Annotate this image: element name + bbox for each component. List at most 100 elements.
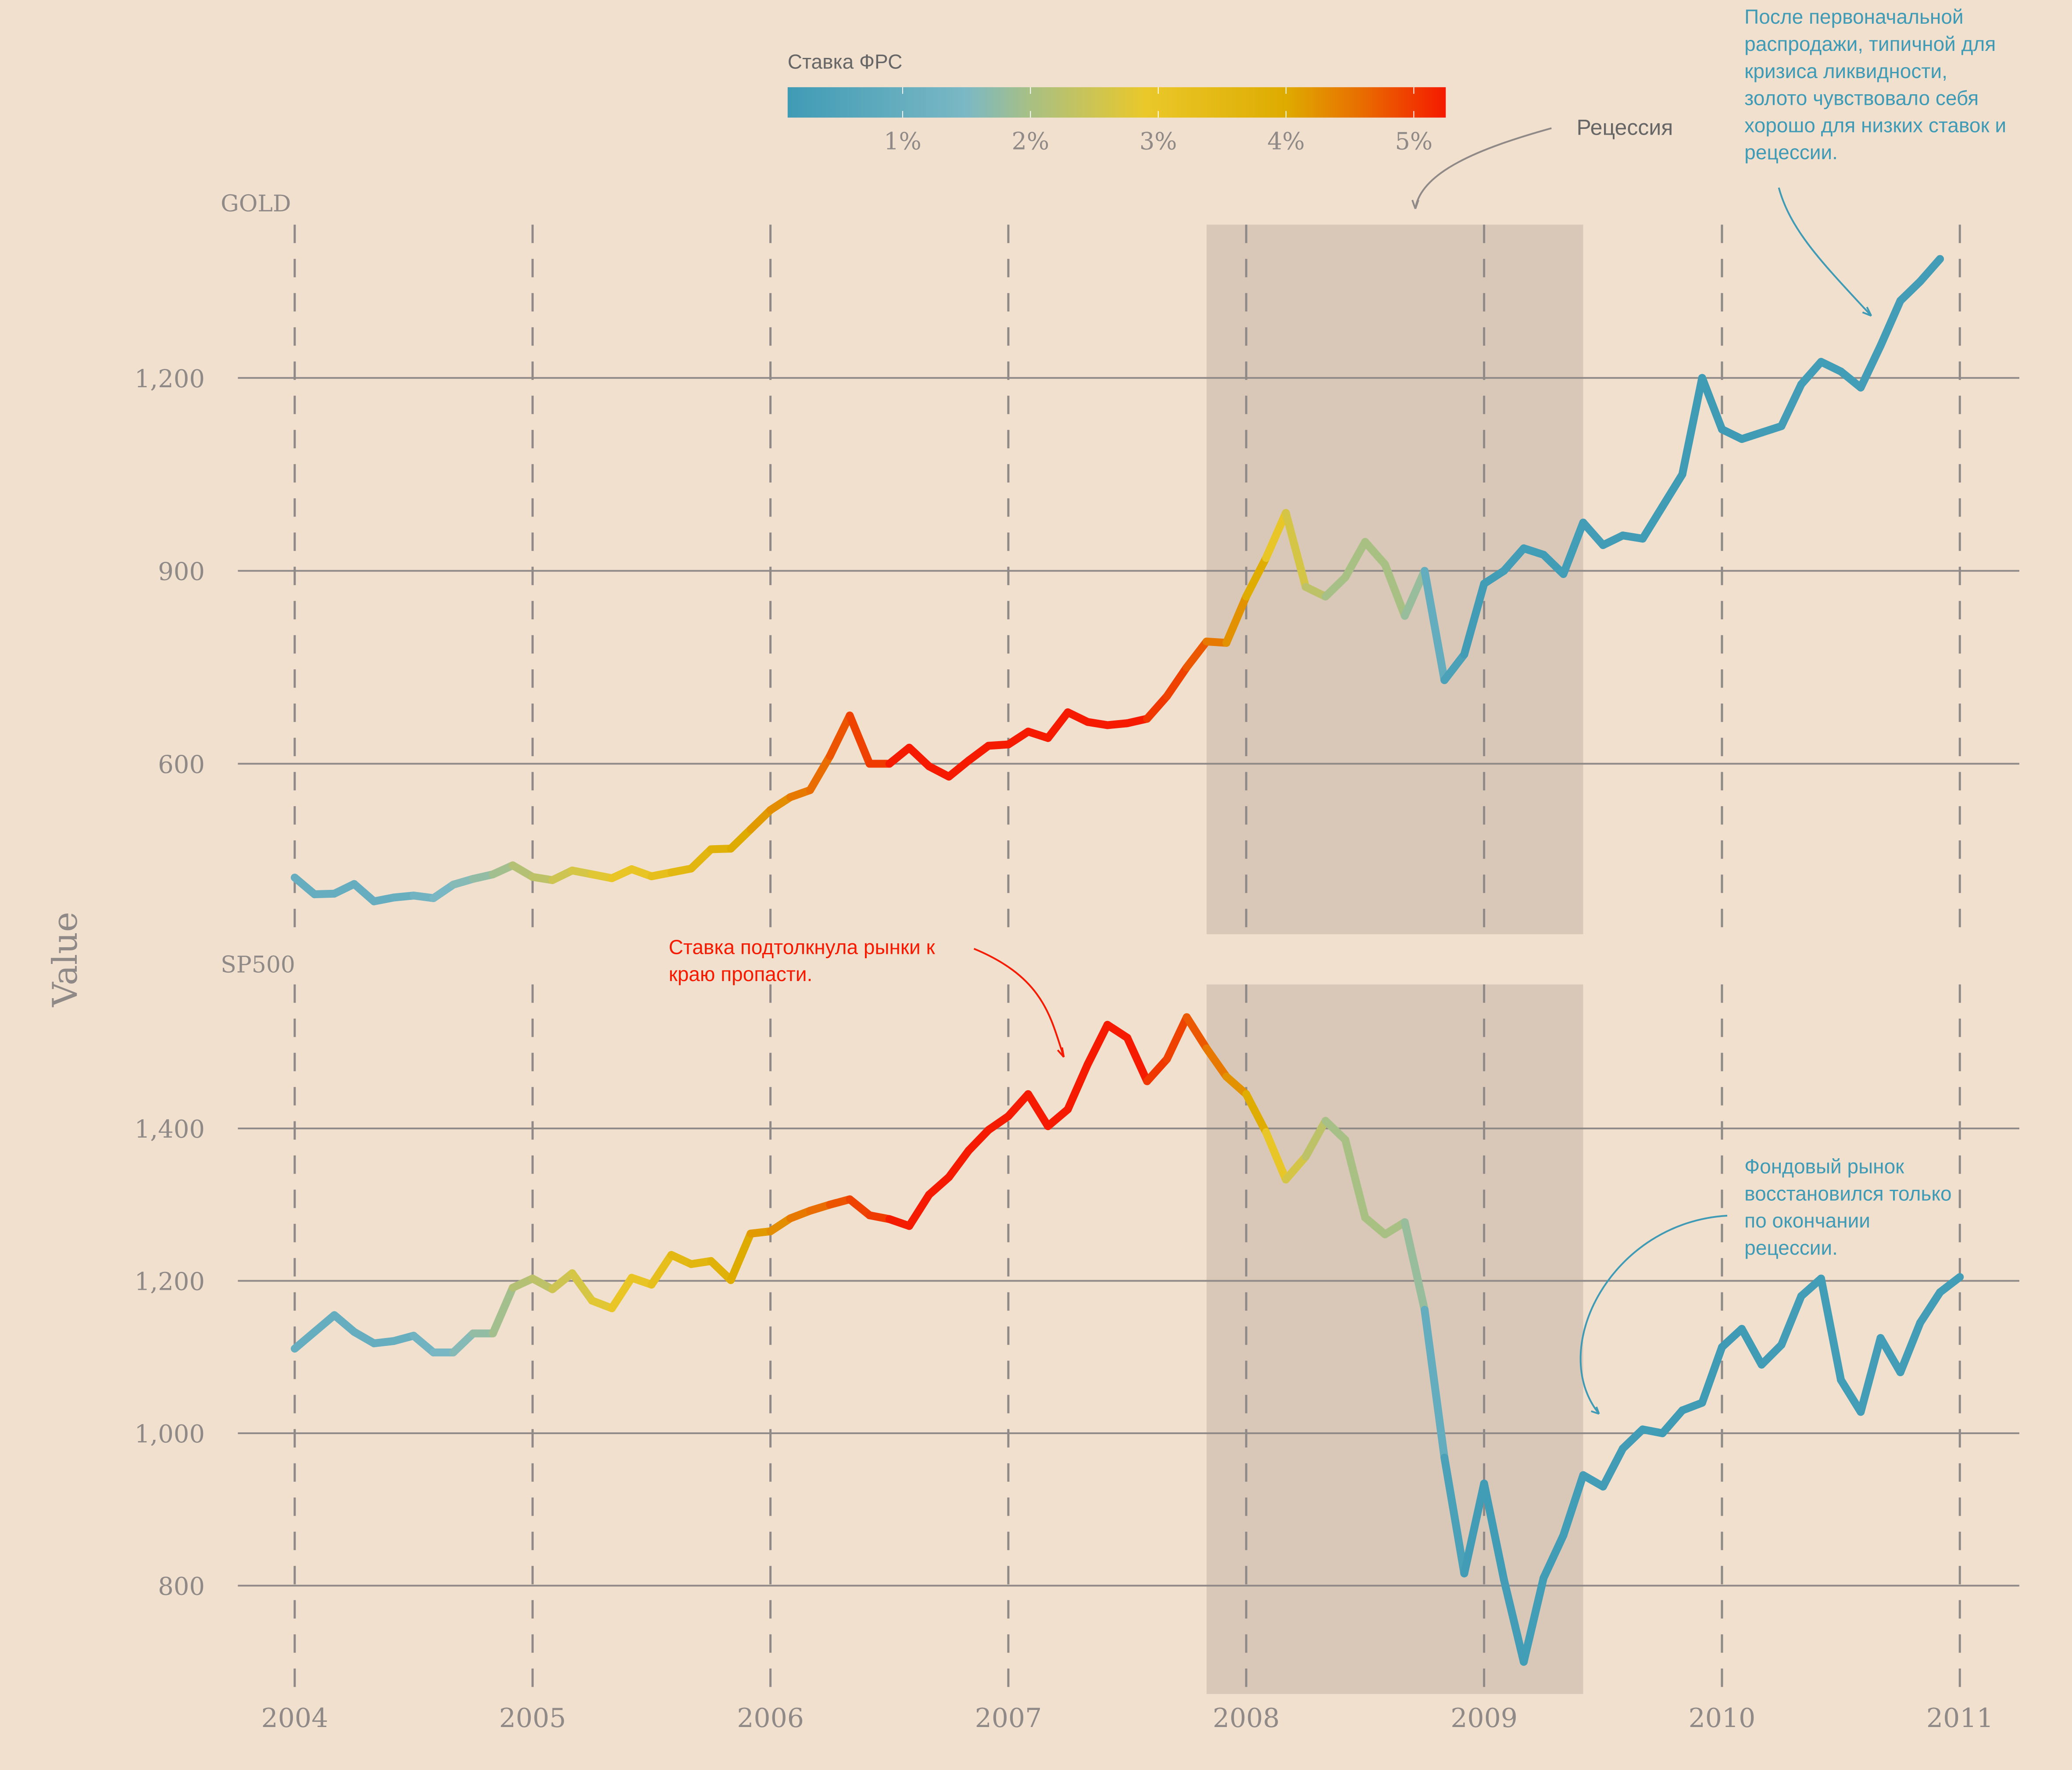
series-segment xyxy=(965,742,993,765)
series-segment xyxy=(350,880,378,906)
series-segment xyxy=(905,743,933,771)
series-segment xyxy=(1519,1574,1548,1666)
series-segment xyxy=(1262,509,1290,562)
annotation-rate-arrow xyxy=(973,948,1065,1058)
series-segment xyxy=(1797,358,1825,389)
x-tick-label: 2010 xyxy=(1689,1703,1756,1734)
y-axis-title: Value xyxy=(46,912,85,1007)
series-segment xyxy=(1579,518,1607,549)
annotation-line: золото чувствовало себя xyxy=(1744,87,1979,110)
series-segment xyxy=(687,845,715,873)
annotation-recession: Рецессия xyxy=(1577,115,1673,139)
series-segment xyxy=(1698,374,1726,434)
y-tick-label: 900 xyxy=(158,558,205,586)
panel-title: GOLD xyxy=(221,191,291,217)
series-segment xyxy=(1480,1479,1508,1584)
series-segment xyxy=(410,1331,438,1356)
series-segment xyxy=(984,1112,1012,1134)
annotation-line: краю пропасти. xyxy=(669,963,813,985)
series-segment xyxy=(846,1195,874,1220)
series-segment xyxy=(1639,502,1667,543)
series-segment xyxy=(429,881,457,902)
series-segment xyxy=(1916,255,1944,285)
panel-title: SP500 xyxy=(221,952,295,978)
series-segment xyxy=(1857,1334,1885,1416)
series-segment xyxy=(1282,509,1310,591)
series-segment xyxy=(1618,1425,1647,1452)
annotation-line: Ставка подтолкнула рынки к xyxy=(669,935,936,958)
series-segment xyxy=(1777,380,1805,430)
annotation-line: распродажи, типичной для xyxy=(1744,32,1996,55)
series-segment xyxy=(1540,550,1568,578)
series-segment xyxy=(1400,567,1429,620)
colorbar xyxy=(787,87,1446,118)
annotation-recovery: Фондовый рынок восстановился только по око… xyxy=(1744,1155,1951,1259)
annotation-line: по окончании xyxy=(1744,1209,1870,1232)
annotation-gold: После первоначальной распродажи, типичной… xyxy=(1744,5,2006,164)
series-segment xyxy=(1163,1013,1191,1063)
x-tick-label: 2006 xyxy=(737,1703,804,1734)
series-segment xyxy=(1896,277,1924,305)
y-tick-label: 1,000 xyxy=(135,1420,205,1449)
y-tick-label: 1,200 xyxy=(135,365,205,393)
series-segment xyxy=(1658,1406,1686,1438)
x-tick-label: 2009 xyxy=(1450,1703,1518,1734)
series-segment xyxy=(806,752,834,794)
series-segment xyxy=(1322,1117,1350,1144)
series-segment xyxy=(1143,692,1171,723)
arrowhead xyxy=(1862,307,1872,317)
series-segment xyxy=(1876,1334,1904,1377)
series-segment xyxy=(1460,1479,1488,1577)
series-segment xyxy=(489,1284,517,1338)
series-segment xyxy=(1936,1273,1964,1296)
series-segment xyxy=(945,1146,973,1181)
series-segment xyxy=(1083,1021,1111,1069)
series-segment xyxy=(1658,470,1686,510)
series-segment xyxy=(1817,1274,1845,1384)
arrowhead xyxy=(1057,1047,1065,1058)
series-segment xyxy=(1361,538,1389,568)
series-segment xyxy=(1837,368,1865,392)
series-segment xyxy=(707,1257,735,1284)
series-segment xyxy=(1143,1055,1171,1085)
arrowhead xyxy=(1591,1406,1600,1415)
annotation-line: кризиса ликвидности, xyxy=(1744,60,1947,82)
series-segment xyxy=(1916,1288,1944,1327)
series-segment xyxy=(1004,1090,1032,1121)
colorbar-tick-label: 1% xyxy=(884,127,922,155)
series-segment xyxy=(1282,1153,1310,1184)
series-segment xyxy=(1322,573,1350,601)
series-segment xyxy=(1559,1471,1587,1539)
series-segment xyxy=(1301,1117,1330,1161)
series-segment xyxy=(1381,560,1409,620)
series-segment xyxy=(548,1269,576,1293)
y-tick-label: 800 xyxy=(158,1573,205,1601)
x-tick-label: 2008 xyxy=(1213,1703,1280,1734)
series-segment xyxy=(1500,1575,1528,1666)
series-segment xyxy=(1718,1325,1746,1351)
colorbar-tick-label: 5% xyxy=(1395,127,1433,155)
arrowhead xyxy=(1411,200,1419,209)
y-tick-label: 1,200 xyxy=(135,1268,205,1296)
series-segment xyxy=(1698,1343,1726,1407)
series-segment xyxy=(1421,567,1449,684)
x-tick-label: 2004 xyxy=(261,1703,329,1734)
series-segment xyxy=(1896,1319,1924,1377)
series-gold xyxy=(290,255,1944,906)
series-segment xyxy=(1440,1453,1468,1577)
y-tick-label: 600 xyxy=(158,751,205,779)
annotation-recession-arrow xyxy=(1414,127,1552,209)
series-segment xyxy=(1559,518,1587,578)
y-tick-label: 1,400 xyxy=(135,1115,205,1144)
series-segment xyxy=(1738,1325,1766,1369)
series-segment xyxy=(1044,1105,1072,1130)
series-segment xyxy=(1024,1090,1052,1130)
colorbar-tick-label: 4% xyxy=(1267,127,1305,155)
series-segment xyxy=(1222,1072,1250,1098)
series-segment xyxy=(1182,637,1211,671)
series-segment xyxy=(1599,1444,1627,1491)
annotation-gold-arrow xyxy=(1778,187,1872,317)
series-segment xyxy=(965,1126,993,1155)
series-segment xyxy=(1341,1136,1369,1222)
